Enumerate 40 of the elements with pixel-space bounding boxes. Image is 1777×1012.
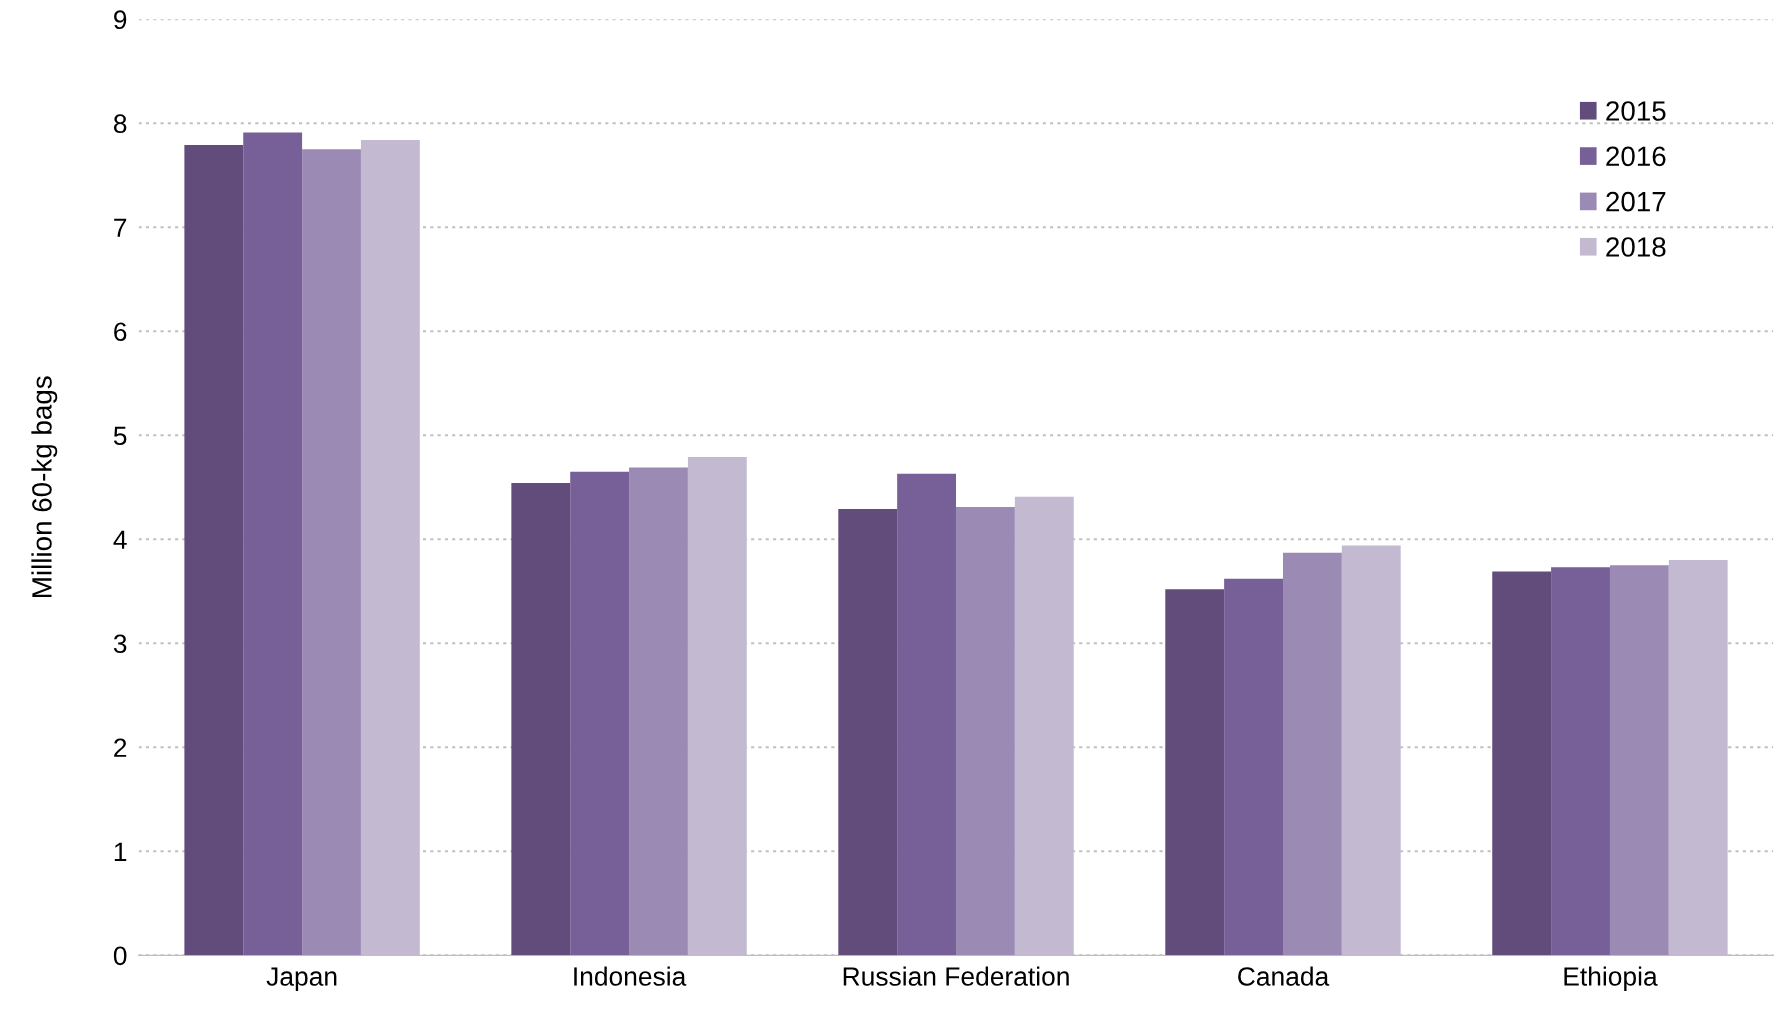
bar (1492, 571, 1552, 956)
legend-label: 2017 (1606, 191, 1666, 212)
bar (1014, 496, 1074, 956)
y-tick-label: 5 (113, 426, 127, 446)
bar (687, 457, 747, 956)
x-tick-label: Indonesia (574, 966, 687, 986)
y-tick-label: 2 (114, 738, 127, 757)
legend-label: 2018 (1606, 237, 1666, 257)
bar (838, 509, 898, 956)
y-axis-title: Million 60-kg bags (31, 376, 58, 597)
bar (1668, 560, 1728, 956)
bar (1224, 578, 1283, 956)
x-tick-label: Japan (266, 967, 337, 992)
y-tick-label: 3 (113, 634, 127, 654)
x-tick-label: Canada (1238, 966, 1330, 986)
bar (1165, 589, 1225, 956)
bar (360, 139, 420, 956)
y-tick-label: 6 (114, 322, 127, 342)
bar (570, 471, 630, 956)
legend-label: 2015 (1606, 101, 1666, 121)
y-tick-label: 0 (113, 946, 127, 966)
bar (184, 145, 244, 956)
bar (629, 467, 688, 956)
y-tick-label: 8 (113, 114, 127, 134)
x-tick-label: Russian Federation (843, 966, 1069, 986)
bar (956, 507, 1015, 956)
bar (1551, 567, 1610, 956)
legend-label: 2016 (1606, 146, 1666, 167)
bar (1609, 565, 1669, 956)
bar (243, 132, 303, 956)
bar (511, 483, 571, 956)
y-tick-label: 7 (114, 218, 127, 237)
y-tick-label: 4 (113, 530, 127, 549)
bar (302, 149, 361, 956)
y-tick-label: 9 (114, 10, 127, 30)
x-tick-label: Ethiopia (1564, 966, 1658, 992)
bar (1341, 545, 1401, 956)
bar (897, 473, 957, 956)
bar (1282, 552, 1342, 956)
y-tick-label: 1 (114, 842, 127, 861)
